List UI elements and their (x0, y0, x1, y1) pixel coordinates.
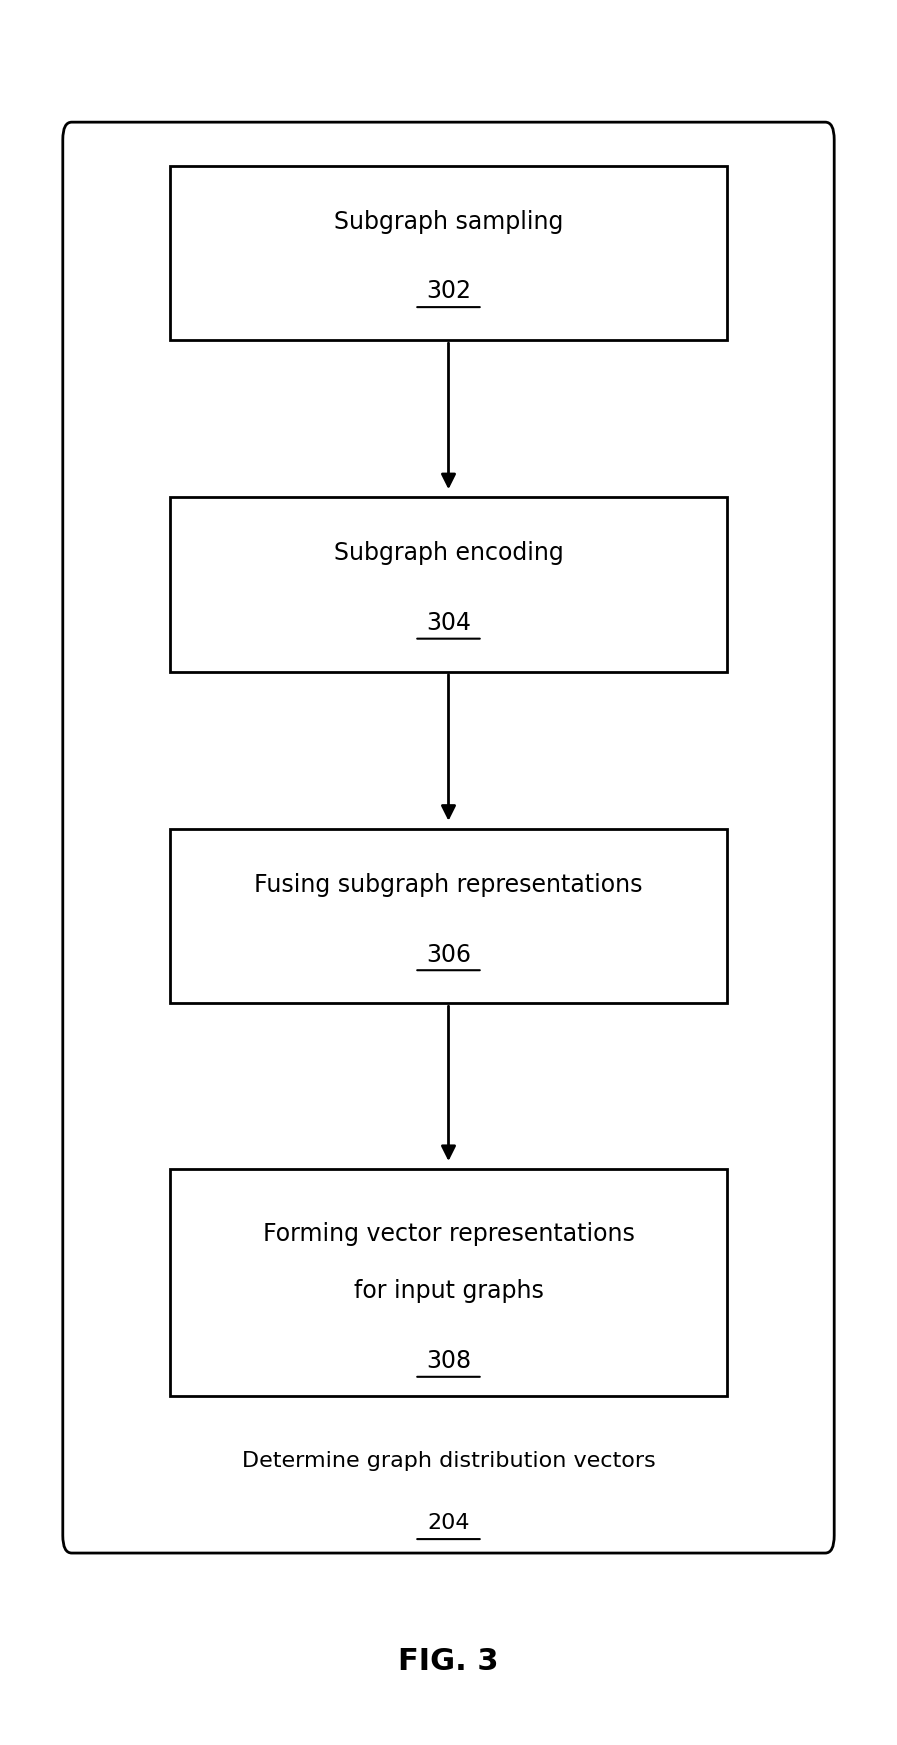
Text: Fusing subgraph representations: Fusing subgraph representations (254, 872, 643, 897)
Text: 308: 308 (426, 1349, 471, 1373)
Text: 306: 306 (426, 942, 471, 967)
Text: 304: 304 (426, 611, 471, 635)
Text: Subgraph sampling: Subgraph sampling (334, 209, 563, 234)
FancyBboxPatch shape (170, 1169, 727, 1396)
FancyBboxPatch shape (63, 122, 834, 1553)
FancyBboxPatch shape (170, 829, 727, 1003)
Text: 302: 302 (426, 279, 471, 304)
Text: Determine graph distribution vectors: Determine graph distribution vectors (241, 1450, 656, 1471)
Text: Forming vector representations: Forming vector representations (263, 1222, 634, 1246)
Text: 204: 204 (427, 1513, 470, 1534)
Text: for input graphs: for input graphs (353, 1279, 544, 1304)
FancyBboxPatch shape (170, 166, 727, 340)
Text: FIG. 3: FIG. 3 (398, 1647, 499, 1675)
Text: Subgraph encoding: Subgraph encoding (334, 541, 563, 565)
FancyBboxPatch shape (170, 497, 727, 672)
